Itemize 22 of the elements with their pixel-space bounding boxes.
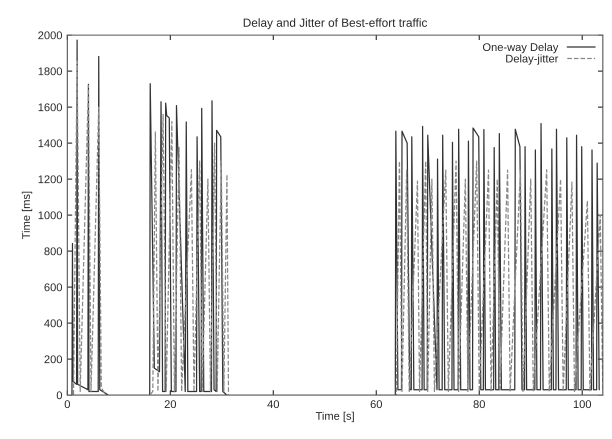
y-tick-label: 600 [44,283,62,292]
y-tick-label: 1800 [38,67,62,76]
x-tick-label: 80 [474,400,485,408]
x-tick-label: 60 [370,400,382,408]
y-tick-label: 1400 [38,139,62,148]
y-tick-label: 1200 [38,175,62,184]
y-tick-label: 1600 [38,103,62,112]
x-axis-title: Time [s] [316,412,354,422]
y-tick-label: 1000 [38,211,62,220]
chart-title: Delay and Jitter of Best-effort traffic [244,18,428,30]
y-axis-title: Time [ms] [22,192,32,240]
y-tick-label: 800 [44,247,62,256]
y-tick-label: 2000 [38,31,62,40]
legend-label: One-way Delay [482,42,558,54]
x-tick-label: 20 [164,400,176,408]
x-tick-label: 100 [574,400,592,408]
y-tick-label: 0 [56,391,62,400]
x-tick-label: 40 [267,400,280,408]
x-tick-label: 0 [64,400,70,408]
legend-label: Delay-jitter [506,54,558,65]
y-tick-label: 200 [44,355,62,364]
y-tick-label: 400 [44,319,62,328]
